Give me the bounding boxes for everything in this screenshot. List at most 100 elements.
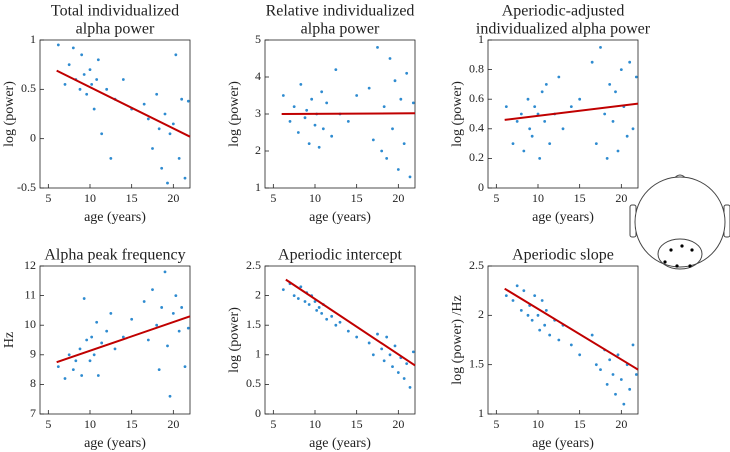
data-point <box>307 142 311 146</box>
data-point <box>628 60 632 64</box>
data-point <box>82 297 86 300</box>
data-point <box>402 142 406 146</box>
data-point <box>544 83 548 86</box>
panel: Aperiodic slope 5 10 15 20 1 1.5 2 2.5 age (years… <box>450 247 639 451</box>
data-point <box>292 294 296 297</box>
axes-box <box>39 265 191 415</box>
data-point <box>608 83 612 86</box>
data-point <box>616 353 620 357</box>
data-point <box>71 46 75 50</box>
data-point <box>411 350 415 354</box>
y-tick-label: 1 <box>255 180 261 194</box>
data-point <box>142 300 146 303</box>
data-point <box>371 138 375 142</box>
x-tick-label: 10 <box>309 191 321 205</box>
data-point <box>538 157 542 160</box>
x-tick-label: 20 <box>392 191 404 205</box>
data-point <box>180 97 184 101</box>
data-point <box>166 344 169 348</box>
fit-line <box>504 287 639 371</box>
data-point <box>408 385 412 389</box>
data-point <box>611 120 615 123</box>
y-tick-label: 0 <box>478 180 484 194</box>
data-point <box>608 358 612 362</box>
data-point <box>303 116 307 120</box>
data-point <box>296 297 300 300</box>
data-point <box>634 75 638 79</box>
x-axis-label: age (years) <box>532 210 594 225</box>
data-point <box>315 309 319 312</box>
data-point <box>157 368 161 371</box>
data-point <box>536 112 540 116</box>
y-tick-label: 1 <box>478 32 484 46</box>
x-tick-label: 20 <box>615 417 627 431</box>
x-tick-label: 5 <box>45 191 51 205</box>
y-tick-label: 4 <box>255 69 261 83</box>
data-point <box>310 97 314 101</box>
data-point <box>177 157 181 160</box>
data-point <box>292 105 296 108</box>
data-point <box>151 147 154 150</box>
data-point <box>296 131 300 134</box>
data-point <box>628 387 632 391</box>
data-point <box>338 320 342 324</box>
data-point <box>393 344 397 348</box>
y-tick-label: 9 <box>30 347 36 361</box>
axes-box <box>264 265 416 415</box>
y-tick-label: 2 <box>478 307 484 321</box>
data-point <box>393 79 397 83</box>
data-point <box>526 97 530 101</box>
data-point <box>511 299 515 302</box>
data-point <box>538 328 542 332</box>
data-point <box>557 338 561 342</box>
data-point <box>578 97 582 101</box>
data-point <box>402 377 406 380</box>
data-point <box>543 120 547 123</box>
y-tick-label: 11 <box>24 287 36 301</box>
data-point <box>63 377 67 380</box>
data-point <box>151 288 154 292</box>
data-point <box>405 71 409 75</box>
panel: Alpha peak frequency 5 10 15 20 7 8 9 10 11 12 age … <box>2 247 191 451</box>
data-point <box>56 43 60 47</box>
x-tick-label: 20 <box>167 191 179 205</box>
data-point <box>85 338 89 342</box>
data-point <box>155 92 159 96</box>
y-tick-label: 12 <box>24 258 36 272</box>
data-point <box>533 294 537 297</box>
data-point <box>80 53 84 57</box>
data-point <box>88 359 92 363</box>
data-point <box>619 378 623 381</box>
data-point <box>163 270 167 274</box>
y-tick-label: 0 <box>255 406 261 420</box>
x-tick-label: 10 <box>309 417 321 431</box>
x-tick-label: 5 <box>270 417 276 431</box>
x-axis-label: age (years) <box>84 436 146 451</box>
data-point <box>160 306 164 309</box>
data-point <box>105 87 109 91</box>
data-point <box>578 353 582 357</box>
data-point <box>385 335 389 339</box>
data-point <box>78 87 82 91</box>
data-point <box>100 132 104 136</box>
data-point <box>85 92 89 96</box>
fit-line <box>504 102 639 121</box>
x-axis-label: age (years) <box>309 210 371 225</box>
data-point <box>307 303 311 306</box>
data-point <box>619 68 623 71</box>
data-point <box>522 289 526 293</box>
data-point <box>391 365 394 369</box>
data-point <box>594 363 598 367</box>
y-tick-label: 1 <box>478 406 484 420</box>
y-tick-label: 5 <box>255 32 261 46</box>
data-point <box>544 309 548 312</box>
data-point <box>96 374 100 377</box>
data-point <box>142 102 146 106</box>
panel-title: Aperiodic intercept <box>278 247 403 264</box>
data-point <box>367 341 371 345</box>
data-point <box>121 335 125 339</box>
data-point <box>90 335 94 339</box>
data-point <box>599 46 602 49</box>
data-point <box>334 323 338 327</box>
